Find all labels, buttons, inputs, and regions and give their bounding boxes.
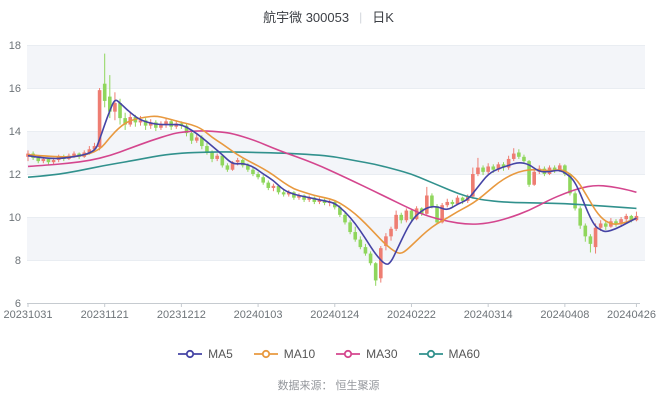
grid-bands (27, 45, 645, 260)
legend-label-ma60: MA60 (448, 347, 480, 361)
x-tick-label: 20240222 (387, 309, 436, 321)
ma60-legend-icon (418, 349, 443, 359)
x-tick-label: 20231212 (157, 309, 206, 321)
title-separator: | (359, 9, 363, 24)
ma30-legend-icon (336, 349, 361, 359)
x-axis: 20231031 20231121 20231212 20240103 20240124… (4, 303, 656, 321)
ma5-legend-icon (178, 349, 203, 359)
ma5-line (27, 99, 637, 265)
legend-item-ma30[interactable]: MA30 (335, 347, 398, 361)
ma30-line (27, 130, 637, 225)
period-label: 日K (372, 10, 394, 25)
legend-label-ma10: MA10 (283, 347, 316, 361)
y-tick-label: 16 (9, 83, 21, 95)
chart-title: 航宇微 300053 | 日K (0, 7, 657, 26)
legend-item-ma10[interactable]: MA10 (253, 347, 315, 361)
y-tick-label: 10 (9, 212, 21, 224)
x-tick-label: 20240426 (607, 309, 656, 321)
stock-name-code: 航宇微 300053 (263, 10, 350, 25)
ma60-line (27, 151, 637, 210)
y-axis: 18 16 14 12 10 8 6 (9, 40, 21, 310)
y-tick-label: 8 (15, 255, 21, 267)
x-tick-label: 20231121 (81, 309, 129, 321)
legend: MA5 MA10 MA30 MA60 (0, 347, 657, 361)
x-tick-label: 20240314 (464, 309, 513, 321)
data-source-note: 数据来源： 恒生聚源 (277, 380, 380, 392)
ma10-line (27, 115, 637, 254)
x-tick-label: 20240408 (540, 309, 589, 321)
legend-label-ma5: MA5 (208, 347, 233, 361)
y-tick-label: 14 (9, 126, 21, 138)
gridlines (27, 45, 645, 261)
legend-label-ma30: MA30 (366, 347, 398, 361)
ma10-legend-icon (253, 349, 278, 359)
y-tick-label: 18 (9, 40, 21, 52)
y-tick-label: 12 (9, 169, 21, 181)
x-tick-label: 20231031 (4, 309, 53, 321)
x-tick-label: 20240103 (234, 309, 283, 321)
legend-item-ma60[interactable]: MA60 (418, 347, 480, 361)
y-tick-label: 6 (15, 298, 21, 310)
legend-item-ma5[interactable]: MA5 (177, 347, 233, 361)
x-tick-label: 20240124 (310, 309, 359, 321)
